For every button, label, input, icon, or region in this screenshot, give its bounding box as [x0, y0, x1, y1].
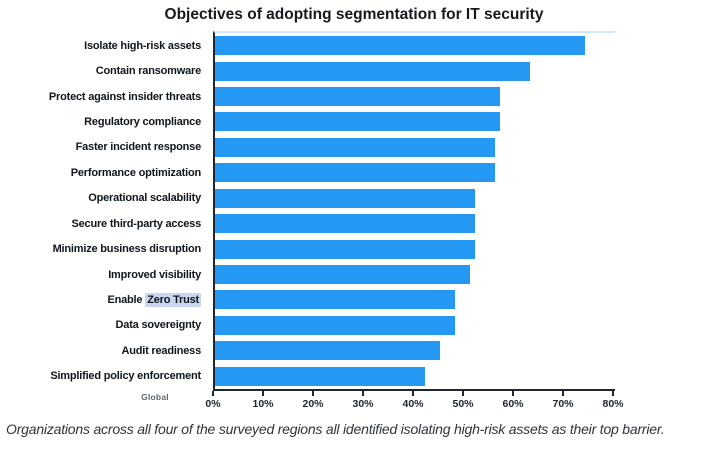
bar-row: [215, 84, 615, 109]
bar-row: [215, 135, 615, 160]
chart-title: Objectives of adopting segmentation for …: [164, 6, 544, 23]
category-label: Improved visibility: [108, 268, 201, 281]
bar: [215, 112, 500, 132]
bar: [215, 315, 455, 335]
bar-row: [215, 287, 615, 312]
label-row: Simplified policy enforcement: [0, 363, 207, 388]
label-row: Contain ransomware: [0, 58, 207, 83]
x-axis-tick-label: 20%: [302, 398, 324, 410]
bar: [215, 163, 495, 183]
bar: [215, 137, 495, 157]
bar-row: [215, 338, 615, 363]
x-axis-tick: [312, 391, 314, 396]
bar-row: [215, 58, 615, 83]
bar: [215, 87, 500, 107]
label-row: Minimize business disruption: [0, 236, 207, 261]
bar-row: [215, 109, 615, 134]
x-axis-tick: [512, 391, 514, 396]
category-label: Simplified policy enforcement: [50, 370, 201, 383]
x-axis-tick: [562, 391, 564, 396]
bar-row: [215, 313, 615, 338]
category-label: Protect against insider threats: [48, 90, 201, 103]
bar: [215, 366, 425, 386]
label-row: Protect against insider threats: [0, 84, 207, 109]
category-label: Enable Zero Trust: [107, 292, 201, 307]
axis-group-label: Global: [141, 392, 169, 402]
bar: [215, 188, 475, 208]
x-axis-tick: [412, 391, 414, 396]
x-axis-tick: [212, 391, 214, 396]
label-row: Operational scalability: [0, 186, 207, 211]
x-axis-tick: [612, 391, 614, 396]
x-axis-tick-label: 30%: [352, 398, 374, 410]
bar: [215, 265, 470, 284]
label-row: Data sovereignty: [0, 313, 207, 338]
label-row: Enable Zero Trust: [0, 287, 207, 312]
zero-trust-highlight: Zero Trust: [145, 292, 201, 307]
x-axis-tick-label: 0%: [205, 398, 221, 410]
label-row: Secure third-party access: [0, 211, 207, 236]
category-label: Minimize business disruption: [52, 243, 202, 256]
bar-row: [215, 236, 615, 261]
x-axis-tick-label: 50%: [452, 398, 474, 410]
chart-caption: Organizations across all four of the sur…: [6, 421, 665, 437]
bar: [215, 61, 530, 81]
bar: [215, 239, 475, 259]
x-axis-tick-label: 70%: [552, 398, 574, 410]
x-axis-tick-label: 80%: [602, 398, 624, 410]
x-axis-tick-label: 10%: [252, 398, 274, 410]
category-label: Operational scalability: [88, 192, 201, 205]
x-axis-tick-label: 60%: [502, 398, 524, 410]
bar-row: [215, 363, 615, 388]
bar-row: [215, 160, 615, 185]
label-row: Faster incident response: [0, 135, 207, 160]
label-row: Isolate high-risk assets: [0, 33, 207, 58]
plot-area: [213, 31, 615, 391]
category-label: Faster incident response: [75, 141, 202, 154]
category-label: Performance optimization: [70, 166, 201, 179]
bar: [215, 214, 475, 234]
label-row: Audit readiness: [0, 338, 207, 363]
bar-row: [215, 211, 615, 236]
bar: [215, 290, 455, 310]
category-label: Audit readiness: [121, 344, 201, 357]
x-axis-tick: [462, 391, 464, 396]
bar-row: [215, 33, 615, 58]
x-axis-tick-label: 40%: [402, 398, 424, 410]
label-row: Regulatory compliance: [0, 109, 207, 134]
x-axis-tick: [262, 391, 264, 396]
category-labels: Isolate high-risk assets Contain ransomwa…: [0, 33, 207, 389]
label-row: Performance optimization: [0, 160, 207, 185]
bar: [215, 36, 585, 56]
category-label: Contain ransomware: [95, 65, 201, 78]
x-axis-tick: [362, 391, 364, 396]
bar-row: [215, 262, 615, 287]
x-axis: 0% 10% 20% 30% 40% 50% 60% 70% 80%: [205, 391, 624, 413]
bar: [215, 341, 440, 361]
category-label: Secure third-party access: [71, 217, 201, 230]
label-row: Improved visibility: [0, 262, 207, 287]
category-label: Regulatory compliance: [84, 115, 201, 128]
bar-row: [215, 186, 615, 211]
category-label: Isolate high-risk assets: [84, 39, 201, 52]
category-label: Data sovereignty: [115, 319, 202, 332]
